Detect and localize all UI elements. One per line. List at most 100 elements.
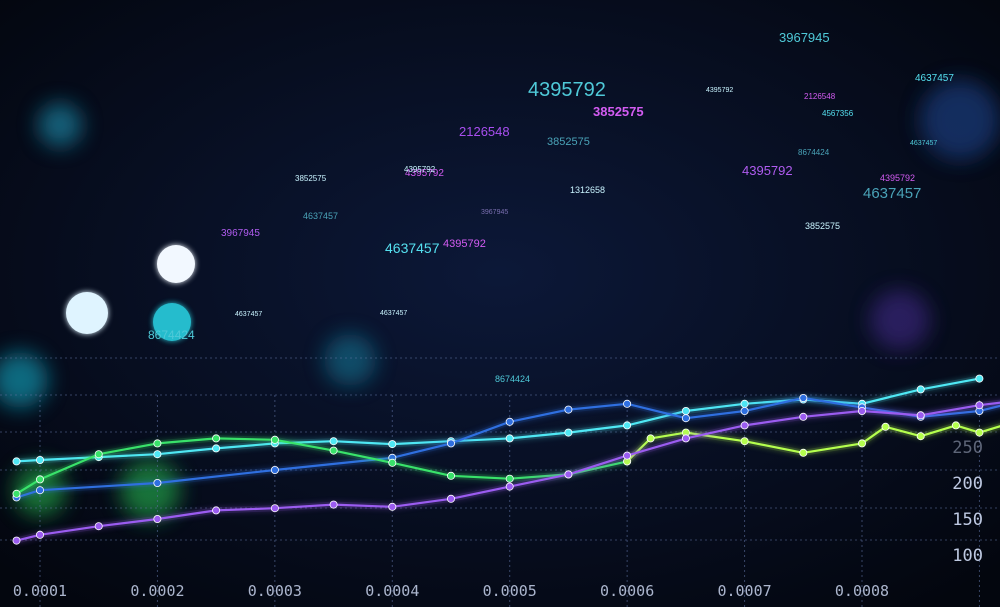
floating-number: 4637457 [385, 240, 440, 256]
floating-number: 4395792 [706, 87, 733, 94]
data-point [446, 494, 455, 503]
data-point [623, 421, 632, 430]
bokeh-light [157, 245, 195, 283]
data-point [623, 451, 632, 460]
data-point [505, 482, 514, 491]
x-tick-label: 0.0003 [248, 582, 302, 600]
floating-number: 3852575 [547, 136, 590, 148]
data-point [36, 475, 45, 484]
bokeh-light [38, 103, 82, 147]
floating-number: 8674424 [148, 328, 195, 342]
floating-number: 4637457 [915, 73, 954, 84]
data-point [388, 440, 397, 449]
data-point [12, 457, 21, 466]
data-point [270, 504, 279, 513]
data-point [564, 428, 573, 437]
floating-number: 4637457 [235, 311, 262, 318]
data-point [270, 465, 279, 474]
data-point [505, 417, 514, 426]
data-point [153, 439, 162, 448]
floating-number: 8674424 [495, 374, 530, 384]
data-point [36, 486, 45, 495]
bokeh-light [870, 290, 930, 350]
x-tick-label: 0.0005 [483, 582, 537, 600]
data-point [564, 470, 573, 479]
series-line [15, 437, 628, 495]
floating-number: 4567356 [822, 109, 854, 118]
data-point [388, 502, 397, 511]
data-point [740, 437, 749, 446]
bokeh-light [153, 303, 191, 341]
data-point [881, 422, 890, 431]
data-point [858, 406, 867, 415]
data-point [153, 515, 162, 524]
floating-number: 3967945 [221, 228, 260, 239]
data-point [740, 421, 749, 430]
data-point [681, 414, 690, 423]
x-tick-label: 0.0004 [365, 582, 419, 600]
bokeh-light [920, 80, 1000, 160]
floating-number: 2126548 [804, 92, 836, 101]
floating-number: 3852575 [805, 221, 840, 231]
floating-number: 4395792 [880, 173, 915, 183]
data-point [388, 458, 397, 467]
data-point [12, 536, 21, 545]
data-point [329, 437, 338, 446]
x-tick-label: 0.0007 [717, 582, 771, 600]
data-point [446, 471, 455, 480]
x-tick-label: 0.0002 [130, 582, 184, 600]
bokeh-light [66, 292, 108, 334]
data-point [270, 435, 279, 444]
bokeh-light [0, 352, 48, 408]
data-point [975, 374, 984, 383]
floating-number: 1312658 [570, 185, 605, 195]
floating-number: 8674424 [798, 148, 830, 157]
floating-number: 4395792 [404, 165, 436, 174]
y-tick-label: 100 [952, 546, 983, 566]
data-point [799, 393, 808, 402]
data-point [975, 401, 984, 410]
floating-number: 4395792 [528, 79, 606, 101]
floating-number: 4395792 [742, 163, 793, 178]
data-point [951, 421, 960, 430]
data-point [975, 428, 984, 437]
floating-numbers: 3967945463745743957923852575212654838525… [148, 30, 954, 384]
data-point [36, 455, 45, 464]
floating-number: 3967945 [481, 209, 508, 216]
data-point [212, 506, 221, 515]
data-point [740, 406, 749, 415]
floating-number: 3852575 [295, 174, 327, 183]
y-tick-label: 200 [952, 474, 983, 494]
data-point [446, 439, 455, 448]
data-point [681, 434, 690, 443]
bokeh-lights [0, 80, 1000, 520]
data-point [916, 411, 925, 420]
data-point [505, 474, 514, 483]
x-tick-label: 0.0006 [600, 582, 654, 600]
floating-number: 4637457 [910, 140, 937, 147]
data-point [212, 444, 221, 453]
x-tick-label: 0.0008 [835, 582, 889, 600]
data-point [799, 412, 808, 421]
data-point [505, 434, 514, 443]
y-tick-label: 150 [952, 510, 983, 530]
floating-number: 4395792 [443, 238, 486, 250]
x-tick-label: 0.0001 [13, 582, 67, 600]
data-point [916, 432, 925, 441]
floating-number: 4637457 [380, 310, 407, 317]
floating-number: 3967945 [779, 30, 830, 45]
floating-number: 2126548 [459, 124, 510, 139]
x-axis: 0.0001 0.0002 0.0003 0.0004 0.0005 0.0006 0.00… [13, 582, 889, 600]
y-axis: 100 150 200 250 [952, 438, 983, 566]
data-point [36, 530, 45, 539]
data-point [646, 434, 655, 443]
floating-number: 4395792 [405, 168, 444, 179]
data-point [623, 399, 632, 408]
data-point [740, 399, 749, 408]
data-point [564, 405, 573, 414]
series-line [16, 401, 1000, 542]
series-group [12, 374, 1000, 545]
data-point [681, 406, 690, 415]
data-point [153, 450, 162, 459]
